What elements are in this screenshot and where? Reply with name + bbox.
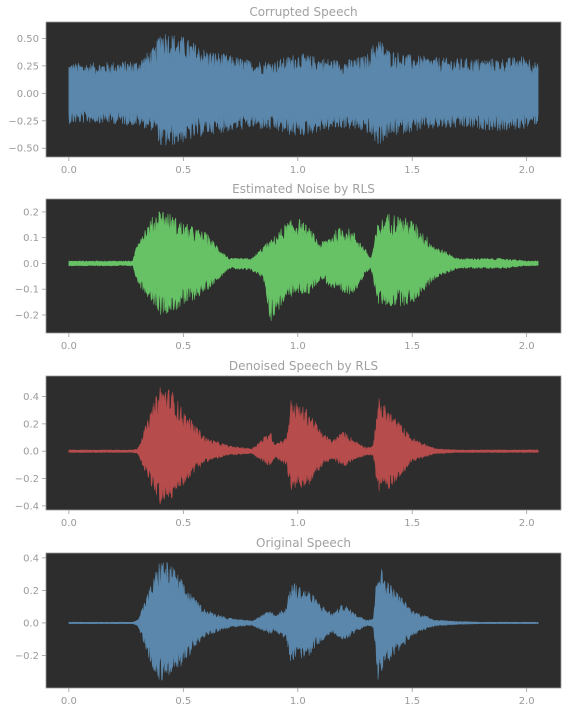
panel-title: Denoised Speech by RLS [229, 359, 378, 373]
panel-1: 0.0 0.5 1.0 1.5 2.0 −0.50 −0.25 0.00 0.25 0.50 Cor… [8, 5, 562, 176]
y-tick-label: −0.25 [8, 116, 39, 127]
waveform-series [68, 33, 539, 146]
x-tick-label: 1.5 [404, 518, 420, 529]
y-tick-label: 0.4 [23, 392, 39, 403]
y-tick-label: −0.2 [15, 310, 39, 321]
x-tick-label: 1.5 [404, 696, 420, 707]
panel-title: Estimated Noise by RLS [232, 182, 375, 196]
x-tick-label: 0.0 [61, 341, 77, 352]
y-tick-label: 0.25 [17, 61, 39, 72]
plot-frame [45, 552, 562, 689]
y-tick-label: −0.1 [15, 285, 39, 296]
x-tick-label: 2.0 [519, 696, 535, 707]
plot-frame [45, 375, 562, 511]
plot-frame [45, 21, 562, 158]
x-tick-label: 0.0 [61, 696, 77, 707]
x-tick-label: 0.5 [175, 341, 191, 352]
panel-4: 0.0 0.5 1.0 1.5 2.0 −0.2 0.0 0.2 0.4 Original Spe… [15, 536, 562, 707]
x-tick-label: 1.0 [290, 696, 306, 707]
panel-3: 0.0 0.5 1.0 1.5 2.0 −0.4 −0.2 0.0 0.2 0.4 Denoised… [15, 359, 562, 529]
y-tick-label: 0.0 [23, 447, 39, 458]
x-tick-label: 0.0 [61, 518, 77, 529]
x-tick-label: 0.5 [175, 696, 191, 707]
y-tick-label: 0.50 [17, 34, 39, 45]
y-tick-label: 0.00 [17, 89, 39, 100]
plot-frame [45, 198, 562, 334]
x-tick-label: 1.5 [404, 165, 420, 176]
y-tick-label: −0.2 [15, 474, 39, 485]
waveform-series [68, 211, 539, 321]
x-tick-label: 1.0 [290, 518, 306, 529]
y-tick-label: −0.2 [15, 651, 39, 662]
y-tick-label: 0.0 [23, 259, 39, 270]
x-tick-label: 2.0 [519, 341, 535, 352]
panel-title: Original Speech [256, 536, 351, 550]
y-tick-label: −0.50 [8, 144, 39, 155]
y-tick-label: 0.1 [23, 233, 39, 244]
y-tick-label: −0.4 [15, 501, 39, 512]
y-tick-label: 0.2 [23, 419, 39, 430]
x-tick-label: 0.0 [61, 165, 77, 176]
x-tick-label: 0.5 [175, 165, 191, 176]
x-tick-label: 1.0 [290, 165, 306, 176]
panel-title: Corrupted Speech [249, 5, 357, 19]
panel-2: 0.0 0.5 1.0 1.5 2.0 −0.2 −0.1 0.0 0.1 0.2 Estimate… [15, 182, 562, 352]
x-tick-label: 1.0 [290, 341, 306, 352]
x-tick-label: 2.0 [519, 165, 535, 176]
y-tick-label: 0.0 [23, 618, 39, 629]
y-tick-label: 0.2 [23, 207, 39, 218]
x-tick-label: 2.0 [519, 518, 535, 529]
waveform-series [68, 561, 539, 681]
x-tick-label: 1.5 [404, 341, 420, 352]
waveform-series [68, 387, 539, 505]
x-tick-label: 0.5 [175, 518, 191, 529]
y-tick-label: 0.2 [23, 586, 39, 597]
y-tick-label: 0.4 [23, 553, 39, 564]
